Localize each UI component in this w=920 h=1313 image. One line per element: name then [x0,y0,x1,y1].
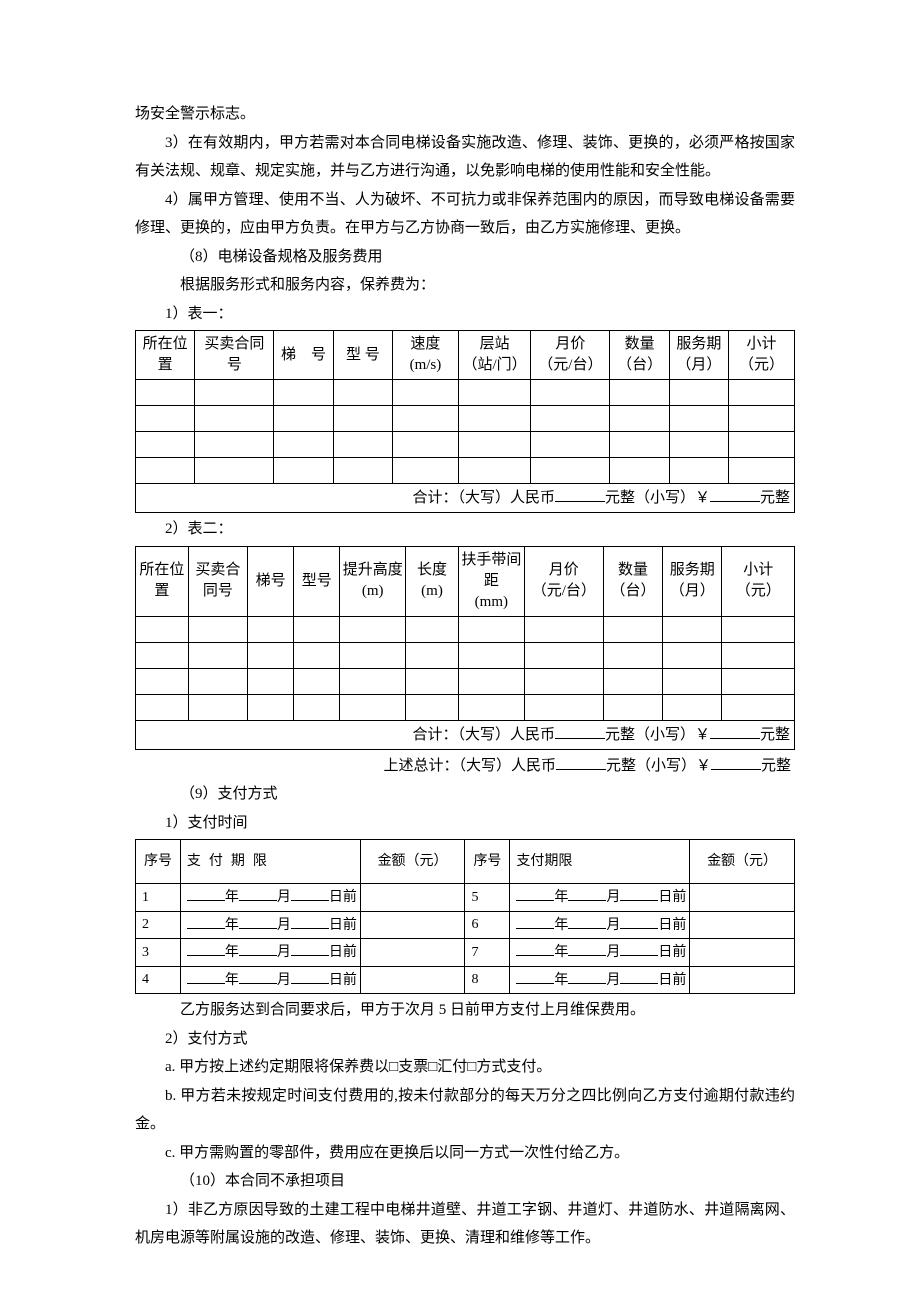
table-header-cell: 月价（元/台） [531,331,610,380]
paragraph-3: 3）在有效期内，甲方若需对本合同电梯设备实施改造、修理、装饰、更换的，必须严格按… [135,129,795,186]
table-header-cell: 序号 [465,840,510,884]
table-3-payment: 序号支付期限金额（元）序号支付期限金额（元） 1年月日前5年月日前2年月日前6年… [135,839,795,994]
section-9-2a: a. 甲方按上述约定期限将保养费以□支票□汇付□方式支付。 [135,1053,795,1082]
paragraph-4: 4）属甲方管理、使用不当、人为破坏、不可抗力或非保养范围内的原因，而导致电梯设备… [135,186,795,243]
table-header-cell: 序号 [136,840,181,884]
section-9-2: 2）支付方式 [135,1025,795,1054]
table-2-footer: 合计：（大写）人民币 元整（小写）￥ 元整 [136,720,795,749]
table-row [136,616,795,642]
table1-label: 1）表一： [135,300,795,329]
section-8-sub: 根据服务形式和服务内容，保养费为： [135,271,795,300]
payment-date-cell: 年月日前 [510,884,690,912]
table-header-cell: 买卖合同号 [195,331,274,380]
table-header-cell: 长度(m) [406,546,459,616]
section-9-after: 乙方服务达到合同要求后，甲方于次月 5 日前甲方支付上月维保费用。 [135,996,795,1025]
section-9-2c: c. 甲方需购置的零部件，费用应在更换后以同一方式一次性付给乙方。 [135,1139,795,1168]
table-row: 1年月日前5年月日前 [136,884,795,912]
table-header-cell: 速度(m/s) [392,331,458,380]
table-3-header-row: 序号支付期限金额（元）序号支付期限金额（元） [136,840,795,884]
table-header-cell: 数量（台） [603,546,662,616]
table-header-cell: 服务期（月） [663,546,722,616]
table-row [136,432,795,458]
table-1-footer: 合计：（大写）人民币 元整（小写）￥ 元整 [136,484,795,513]
table-header-cell: 小计（元） [722,546,795,616]
section-9-title: （9）支付方式 [135,780,795,809]
table-row: 4年月日前8年月日前 [136,966,795,994]
payment-date-cell: 年月日前 [180,939,360,967]
table-row: 2年月日前6年月日前 [136,911,795,939]
table2-label: 2）表二： [135,515,795,544]
table-header-cell: 买卖合同号 [188,546,247,616]
section-9-1: 1）支付时间 [135,809,795,838]
section-8-title: （8）电梯设备规格及服务费用 [135,243,795,272]
table-header-cell: 服务期（月） [669,331,728,380]
table-header-cell: 型 号 [333,331,392,380]
paragraph-continuation: 场安全警示标志。 [135,100,795,129]
footer-suffix: 元整 [760,490,790,506]
table-1-header-row: 所在位置买卖合同号梯 号型 号速度(m/s)层站（站/门）月价（元/台）数量（台… [136,331,795,380]
table-header-cell: 支付期限 [180,840,360,884]
table-row [136,668,795,694]
payment-date-cell: 年月日前 [180,911,360,939]
grand-total-line: 上述总计：（大写）人民币 元整（小写）￥ 元整 [135,752,795,781]
table-header-cell: 所在位置 [136,546,189,616]
payment-date-cell: 年月日前 [510,966,690,994]
table-header-cell: 支付期限 [510,840,690,884]
section-10-title: （10）本合同不承担项目 [135,1167,795,1196]
table-1: 所在位置买卖合同号梯 号型 号速度(m/s)层站（站/门）月价（元/台）数量（台… [135,330,795,513]
table-row [136,642,795,668]
table-header-cell: 金额（元） [360,840,465,884]
table-row [136,694,795,720]
section-10-1: 1）非乙方原因导致的土建工程中电梯井道壁、井道工字钢、井道灯、井道防水、井道隔离… [135,1196,795,1253]
table-header-cell: 层站（站/门） [458,331,530,380]
table-header-cell: 扶手带间距(mm) [458,546,524,616]
table-row [136,380,795,406]
table-header-cell: 梯 号 [274,331,333,380]
table-header-cell: 金额（元） [690,840,795,884]
footer-prefix: 合计：（大写）人民币 [412,727,555,743]
table-header-cell: 所在位置 [136,331,195,380]
footer-prefix: 合计：（大写）人民币 [412,490,555,506]
table-header-cell: 数量（台） [610,331,669,380]
table-row: 3年月日前7年月日前 [136,939,795,967]
table-header-cell: 月价（元/台） [524,546,603,616]
table-header-cell: 型号 [294,546,340,616]
table-header-cell: 小计（元） [729,331,795,380]
table-header-cell: 梯号 [248,546,294,616]
table-row [136,458,795,484]
section-9-2b: b. 甲方若未按规定时间支付费用的,按未付款部分的每天万分之四比例向乙方支付逾期… [135,1082,795,1139]
grand-total-suffix: 元整 [761,758,791,774]
footer-mid: 元整（小写）￥ [605,727,710,743]
grand-total-mid: 元整（小写）￥ [606,758,711,774]
table-row [136,406,795,432]
payment-date-cell: 年月日前 [180,884,360,912]
payment-date-cell: 年月日前 [180,966,360,994]
table-2-header-row: 所在位置买卖合同号梯号型号提升高度(m)长度(m)扶手带间距(mm)月价（元/台… [136,546,795,616]
table-header-cell: 提升高度(m) [340,546,406,616]
table-2: 所在位置买卖合同号梯号型号提升高度(m)长度(m)扶手带间距(mm)月价（元/台… [135,546,795,750]
payment-date-cell: 年月日前 [510,939,690,967]
footer-suffix: 元整 [760,727,790,743]
payment-date-cell: 年月日前 [510,911,690,939]
grand-total-prefix: 上述总计：（大写）人民币 [383,758,556,774]
footer-mid: 元整（小写）￥ [605,490,710,506]
